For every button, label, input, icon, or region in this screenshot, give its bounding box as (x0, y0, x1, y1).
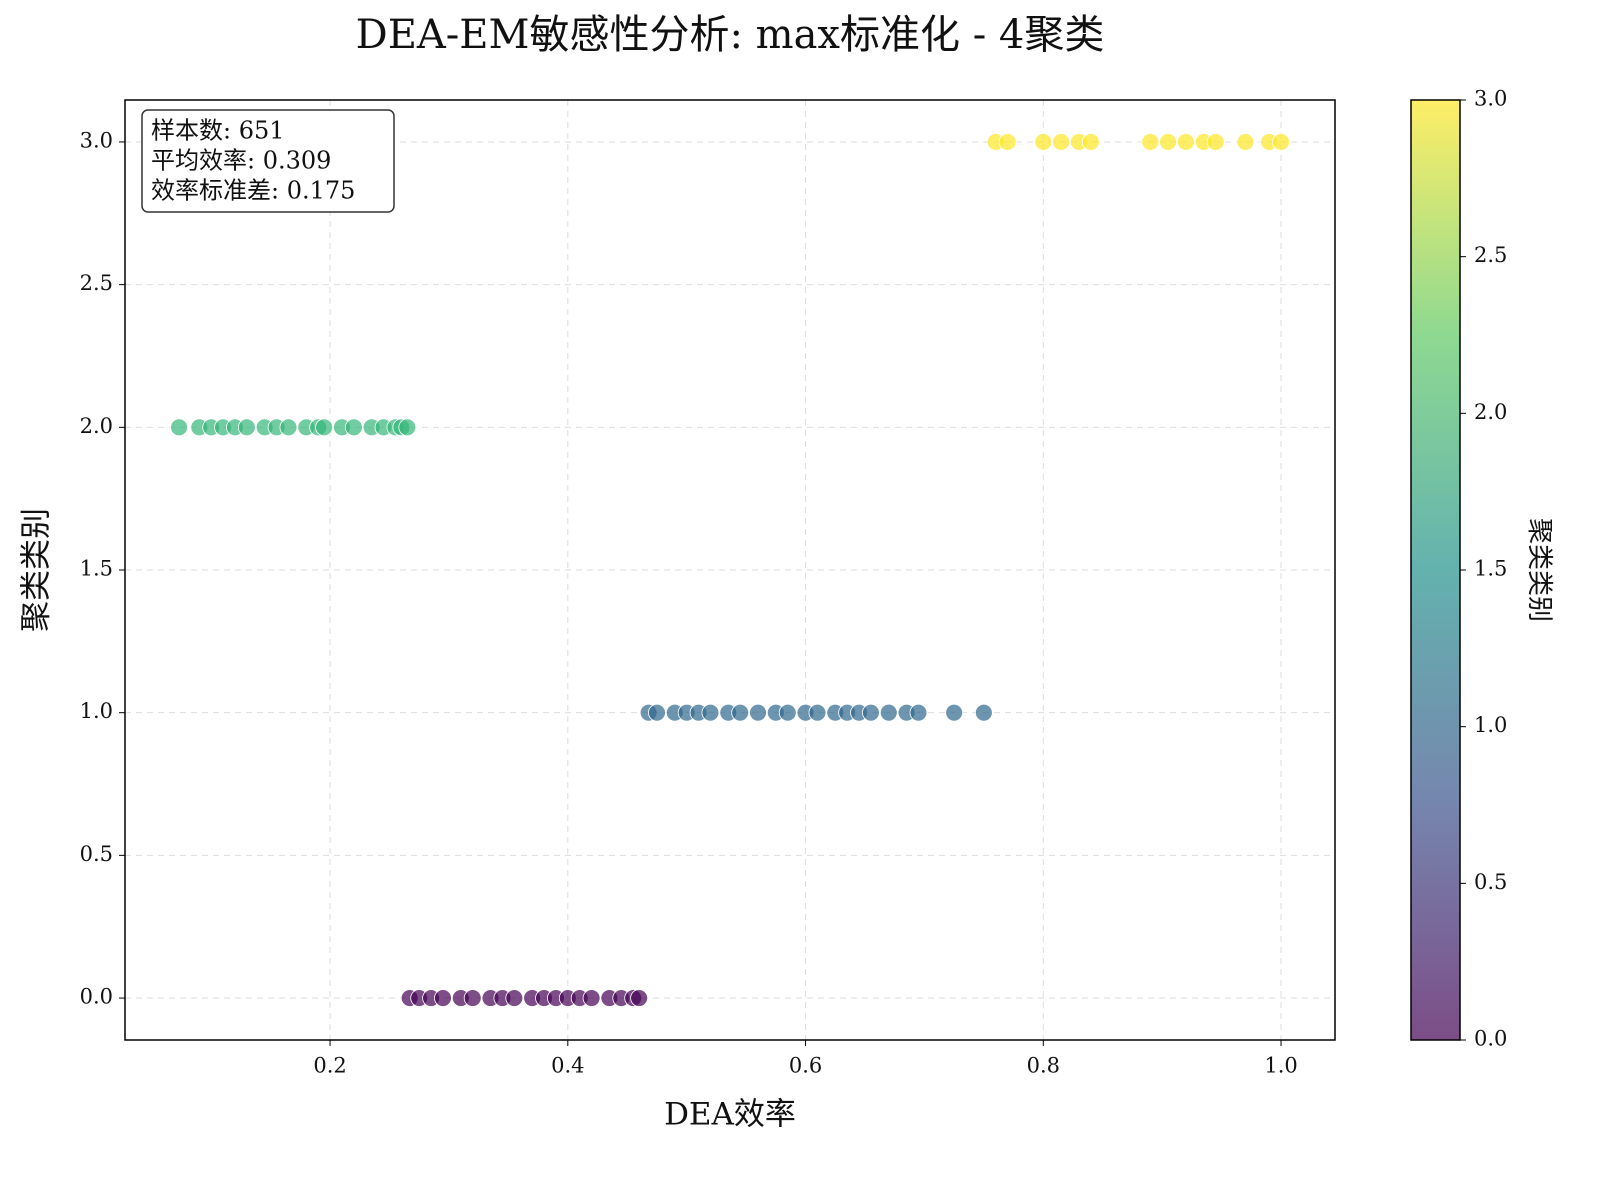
x-axis-label: DEA效率 (664, 1097, 796, 1133)
colorbar (1410, 99, 1461, 1041)
point (808, 703, 827, 722)
x-tick-label: 0.2 (313, 1054, 346, 1078)
y-tick-label: 1.0 (80, 699, 113, 723)
point (648, 703, 666, 722)
point (1206, 133, 1225, 151)
y-axis-label: 聚类类别 (19, 508, 55, 632)
point (909, 703, 928, 722)
point (1159, 133, 1178, 151)
point (1052, 133, 1071, 151)
point (778, 703, 797, 722)
x-tick-label: 0.8 (1027, 1054, 1060, 1078)
annotation-box (141, 109, 395, 213)
y-tick-label: 3.0 (80, 128, 113, 152)
colorbar-tick-label: 1.0 (1474, 713, 1507, 737)
annotation: 效率标准差: 0.175 (151, 177, 355, 205)
x-tick-label: 0.4 (551, 1054, 584, 1078)
point (279, 418, 298, 437)
colorbar-tick-label: 2.5 (1474, 243, 1507, 267)
colorbar-label: 聚类类别 (1524, 518, 1554, 622)
y-tick-label: 2.0 (80, 414, 113, 438)
point (1034, 133, 1053, 151)
point (879, 703, 898, 722)
point (1236, 133, 1255, 151)
plot-frame (124, 99, 1336, 1041)
point (463, 989, 482, 1007)
y-tick-label: 2.5 (80, 271, 113, 295)
point (1081, 133, 1100, 151)
colorbar-tick-label: 2.0 (1474, 400, 1507, 424)
point (731, 703, 750, 722)
colorbar-tick-label: 0.5 (1474, 870, 1507, 894)
x-tick-label: 0.6 (789, 1054, 822, 1078)
point (582, 989, 601, 1007)
annotation: 样本数: 651 (151, 117, 285, 145)
colorbar-tick-label: 3.0 (1474, 87, 1507, 111)
point (862, 703, 880, 722)
annotation: 平均效率: 0.309 (151, 147, 331, 175)
point (434, 989, 452, 1007)
point (170, 418, 188, 437)
point (505, 989, 524, 1007)
y-tick-label: 0.5 (80, 842, 113, 866)
point (1141, 133, 1160, 151)
chart-title: DEA-EM敏感性分析: max标准化 - 4聚类 (356, 12, 1105, 58)
y-tick-label: 0.0 (80, 985, 113, 1009)
point (1177, 133, 1195, 151)
point (974, 703, 993, 722)
point (315, 418, 334, 437)
point (1272, 133, 1290, 151)
point (998, 133, 1017, 151)
point (344, 418, 363, 437)
point (945, 703, 964, 722)
y-tick-label: 1.5 (80, 557, 113, 581)
point (398, 418, 417, 437)
point (237, 418, 256, 437)
colorbar-tick-label: 0.0 (1474, 1027, 1507, 1051)
point (701, 703, 720, 722)
point (630, 989, 649, 1007)
x-tick-label: 1.0 (1264, 1054, 1297, 1078)
colorbar-tick-label: 1.5 (1474, 557, 1507, 581)
point (749, 703, 767, 722)
